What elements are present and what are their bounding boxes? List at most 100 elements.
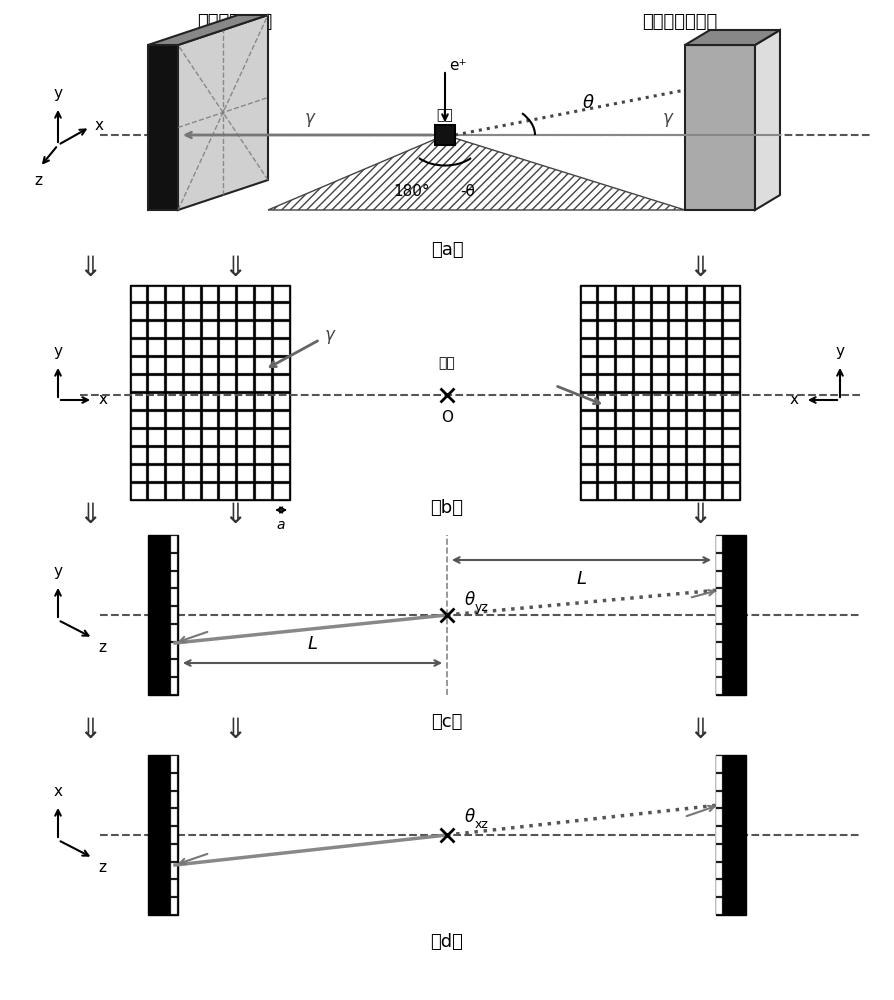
Bar <box>670 304 685 319</box>
Bar <box>706 376 721 391</box>
Text: ⇓: ⇓ <box>224 501 247 529</box>
Bar <box>171 607 177 623</box>
Bar <box>716 880 722 896</box>
Text: 样品: 样品 <box>439 356 455 370</box>
Bar <box>670 286 685 301</box>
Text: y: y <box>836 344 845 359</box>
Bar <box>599 430 614 445</box>
Bar <box>238 340 253 355</box>
Bar <box>203 286 217 301</box>
Bar <box>617 376 632 391</box>
Bar <box>171 678 177 694</box>
Bar <box>149 448 164 463</box>
Bar <box>238 412 253 427</box>
Bar <box>617 286 632 301</box>
Bar <box>149 412 164 427</box>
Text: x: x <box>95 117 104 132</box>
Bar <box>167 286 181 301</box>
Bar <box>149 484 164 498</box>
Bar <box>716 660 722 676</box>
Bar <box>617 430 632 445</box>
Bar <box>599 394 614 409</box>
Text: xz: xz <box>475 818 489 832</box>
Bar <box>238 286 253 301</box>
Bar <box>221 430 235 445</box>
Bar <box>670 430 685 445</box>
Bar <box>238 430 253 445</box>
Bar <box>131 304 147 319</box>
Bar <box>274 394 289 409</box>
Bar <box>670 358 685 373</box>
Polygon shape <box>755 30 780 210</box>
Bar <box>716 536 722 552</box>
Bar <box>653 394 668 409</box>
Bar <box>149 322 164 337</box>
Bar <box>221 358 235 373</box>
Text: θ: θ <box>465 591 475 609</box>
Bar <box>256 448 271 463</box>
Bar <box>688 430 703 445</box>
Text: z: z <box>98 860 106 875</box>
Bar <box>716 755 746 915</box>
Bar <box>706 430 721 445</box>
Bar <box>149 358 164 373</box>
Bar <box>167 322 181 337</box>
Text: ⇓: ⇓ <box>79 716 102 744</box>
Bar <box>581 466 596 481</box>
Bar <box>185 484 199 498</box>
Text: ⇓: ⇓ <box>224 716 247 744</box>
Bar <box>599 322 614 337</box>
Bar <box>716 774 722 790</box>
Bar <box>599 376 614 391</box>
Bar <box>203 322 217 337</box>
Bar <box>131 412 147 427</box>
Bar <box>221 394 235 409</box>
Bar <box>167 484 181 498</box>
Bar <box>185 448 199 463</box>
Bar <box>706 448 721 463</box>
Bar <box>171 809 177 825</box>
Bar <box>274 484 289 498</box>
Bar <box>185 358 199 373</box>
Text: ⇓: ⇓ <box>688 254 712 282</box>
Bar <box>635 286 650 301</box>
Bar <box>635 466 650 481</box>
Bar <box>617 484 632 498</box>
Bar <box>274 340 289 355</box>
Bar <box>171 536 177 552</box>
Bar <box>221 340 235 355</box>
Bar <box>185 304 199 319</box>
Bar <box>203 358 217 373</box>
Bar <box>635 340 650 355</box>
Bar <box>131 286 147 301</box>
Bar <box>653 286 668 301</box>
Bar <box>131 484 147 498</box>
Bar <box>617 304 632 319</box>
Text: γ: γ <box>325 326 335 344</box>
Bar <box>274 448 289 463</box>
Bar <box>688 304 703 319</box>
Bar <box>617 340 632 355</box>
Bar <box>256 430 271 445</box>
Bar <box>238 484 253 498</box>
Bar <box>724 286 738 301</box>
Text: （c）: （c） <box>431 713 463 731</box>
Bar <box>581 358 596 373</box>
Polygon shape <box>148 45 178 210</box>
Bar <box>581 430 596 445</box>
Bar <box>256 484 271 498</box>
Bar <box>617 358 632 373</box>
Bar <box>653 340 668 355</box>
Bar <box>599 448 614 463</box>
Bar <box>688 340 703 355</box>
Bar <box>274 304 289 319</box>
Bar <box>724 484 738 498</box>
Bar <box>617 322 632 337</box>
Bar <box>167 430 181 445</box>
Text: 第二固定探测器: 第二固定探测器 <box>643 13 718 31</box>
Bar <box>635 484 650 498</box>
Bar <box>238 466 253 481</box>
Bar <box>599 304 614 319</box>
Bar <box>581 340 596 355</box>
Text: e⁺: e⁺ <box>449 57 467 73</box>
